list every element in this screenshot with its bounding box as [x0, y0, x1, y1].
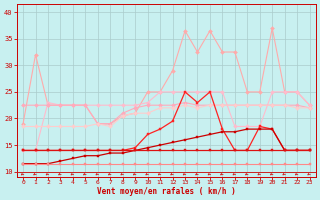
X-axis label: Vent moyen/en rafales ( km/h ): Vent moyen/en rafales ( km/h ) [97, 187, 236, 196]
